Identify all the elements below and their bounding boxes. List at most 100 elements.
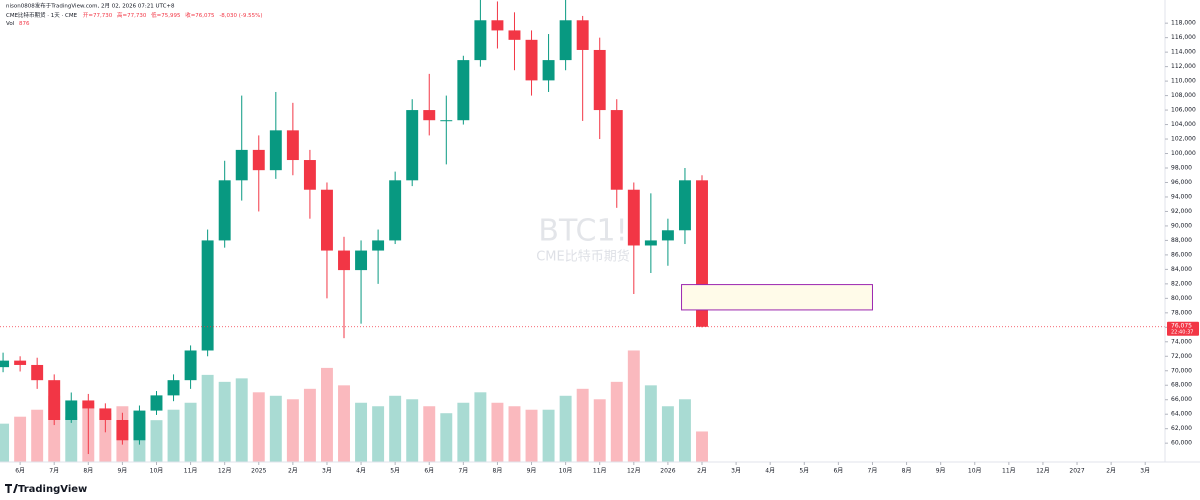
change: -8,030 (-9.55%) xyxy=(219,13,262,19)
volume-bar xyxy=(610,381,623,462)
y-tick-label: 98,000 xyxy=(1171,165,1192,172)
y-tick-label: 70,000 xyxy=(1171,367,1192,374)
y-tick-label: 60,000 xyxy=(1171,440,1192,447)
volume-bar xyxy=(678,399,691,462)
candle-body xyxy=(133,410,146,441)
symbol-legend: CME比特币期货 · 1天 · CME 开=77,730 高=77,730 低=… xyxy=(6,11,263,19)
y-tick-label: 74,000 xyxy=(1171,338,1192,345)
volume-bar xyxy=(389,395,402,462)
y-tick-label: 96,000 xyxy=(1171,179,1192,186)
low: 低=75,995 xyxy=(151,11,181,19)
candle-body xyxy=(559,20,572,61)
watermark: BTC1! CME比特币期货 xyxy=(536,214,630,265)
open: 开=77,730 xyxy=(83,12,113,19)
candle-body xyxy=(661,230,674,241)
x-tick-label: 10月 xyxy=(559,468,573,475)
x-tick-label: 12月 xyxy=(1036,468,1050,475)
volume-bar xyxy=(474,392,487,462)
candle-body xyxy=(525,39,538,81)
volume-bar xyxy=(508,406,521,462)
volume-bar xyxy=(525,409,538,462)
candle-body xyxy=(423,110,436,121)
candle-body xyxy=(0,360,10,368)
volume-bar xyxy=(201,374,214,462)
y-tick-label: 78,000 xyxy=(1171,309,1192,316)
x-tick-label: 11月 xyxy=(593,468,607,475)
candle-body xyxy=(235,149,248,181)
y-tick-label: 84,000 xyxy=(1171,266,1192,273)
candle-body xyxy=(610,110,623,190)
y-tick-label: 88,000 xyxy=(1171,237,1192,244)
volume-value: 876 xyxy=(19,21,30,27)
watermark-symbol: BTC1! xyxy=(538,214,627,249)
volume-legend: Vol 876 xyxy=(6,21,30,27)
candle-body xyxy=(303,160,316,190)
candle-body xyxy=(338,250,350,271)
volume-bar xyxy=(576,388,589,462)
plot-area xyxy=(0,0,1165,462)
y-tick-label: 100,000 xyxy=(1171,150,1196,157)
x-tick-label: 6月 xyxy=(833,468,843,475)
candle-body xyxy=(269,130,282,171)
candle-body xyxy=(150,395,163,411)
candle-body xyxy=(457,60,470,121)
y-tick-label: 66,000 xyxy=(1171,396,1192,403)
volume-bar xyxy=(303,388,316,462)
candle-body xyxy=(252,149,265,171)
x-tick-label: 8月 xyxy=(83,468,93,475)
candle-body xyxy=(48,380,61,420)
volume-label: Vol xyxy=(6,21,15,27)
candle-body xyxy=(355,250,368,271)
candle-body xyxy=(286,130,299,161)
candle-body xyxy=(99,408,112,420)
x-tick-label: 5月 xyxy=(390,468,400,475)
y-tick-label: 118,000 xyxy=(1171,20,1196,27)
logo: TradingView xyxy=(18,484,87,495)
volume-bar xyxy=(644,385,657,462)
x-tick-label: 6月 xyxy=(424,468,434,475)
volume-bar xyxy=(457,402,470,462)
last-price-tag xyxy=(1167,321,1199,336)
x-tick-label: 7月 xyxy=(458,468,468,475)
candle-body xyxy=(696,180,708,327)
candle-body xyxy=(184,350,197,381)
candle-body xyxy=(14,360,27,365)
y-tick-label: 62,000 xyxy=(1171,425,1192,432)
volume-bar xyxy=(184,402,197,462)
candle-body xyxy=(406,110,419,181)
x-tick-label: 12月 xyxy=(627,468,641,475)
volume-bar xyxy=(235,378,248,462)
x-tick-label: 8月 xyxy=(902,468,912,475)
annotation-box xyxy=(681,284,873,311)
last-price-label: 76,075 xyxy=(1171,322,1192,329)
candle-body xyxy=(116,420,129,441)
countdown-label: 22:40:37 xyxy=(1171,329,1193,335)
volume-bar xyxy=(167,409,180,462)
candle-body xyxy=(372,240,385,251)
x-tick-label: 3月 xyxy=(1140,468,1150,475)
x-tick-label: 2月 xyxy=(1106,468,1116,475)
volume-bar xyxy=(491,402,504,462)
x-tick-label: 2月 xyxy=(697,468,707,475)
candle-body xyxy=(627,189,640,246)
y-tick-label: 86,000 xyxy=(1171,251,1192,258)
candle-body xyxy=(440,120,453,122)
x-tick-label: 5月 xyxy=(799,468,809,475)
volume-bar xyxy=(406,399,419,462)
volume-bar xyxy=(423,406,436,462)
y-tick-label: 116,000 xyxy=(1171,34,1196,41)
volume-bar xyxy=(372,406,385,462)
x-tick-label: 12月 xyxy=(218,468,232,475)
candle-body xyxy=(576,20,589,50)
volume-bar xyxy=(661,406,674,462)
x-tick-label: 7月 xyxy=(49,468,59,475)
volume-bar xyxy=(48,395,61,462)
x-tick-label: 4月 xyxy=(765,468,775,475)
candle-body xyxy=(474,20,487,61)
candle-body xyxy=(82,400,95,409)
y-tick-label: 82,000 xyxy=(1171,280,1192,287)
x-tick-label: 7月 xyxy=(868,468,878,475)
candle-body xyxy=(65,400,78,420)
x-tick-label: 3月 xyxy=(731,468,741,475)
candle-body xyxy=(167,380,180,396)
